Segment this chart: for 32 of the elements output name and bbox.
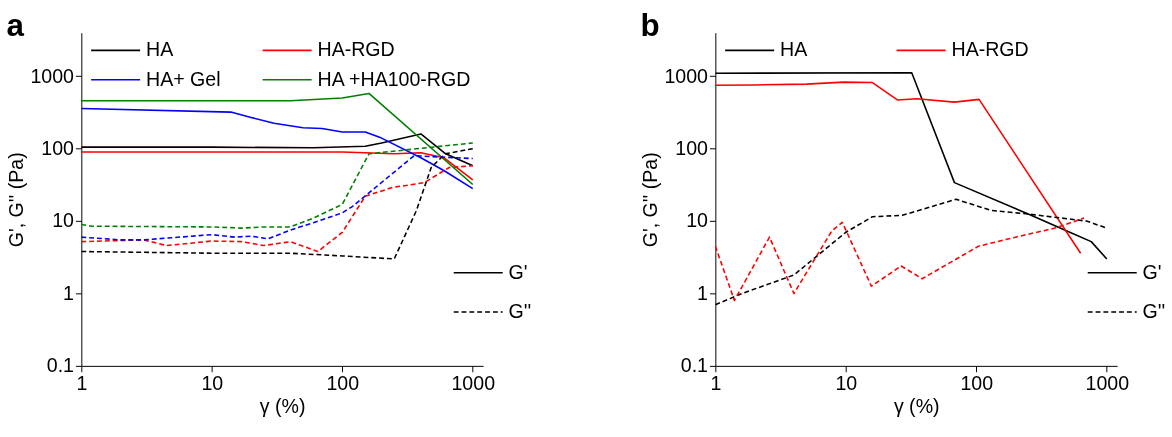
legend-label: HA <box>780 38 809 61</box>
x-tick-label: 100 <box>960 371 994 394</box>
y-tick-label: 100 <box>675 137 709 160</box>
x-tick-label: 1000 <box>1085 371 1130 394</box>
chart-title: a <box>6 7 25 43</box>
y-tick-label: 10 <box>52 209 75 232</box>
legend-label: HA-RGD <box>951 38 1029 61</box>
x-axis-title: γ (%) <box>893 395 940 418</box>
y-tick-label: 1 <box>697 281 708 304</box>
legend-label: HA+ Gel <box>146 67 221 90</box>
y-tick-label: 1000 <box>664 64 709 87</box>
x-tick-label: 1000 <box>451 371 496 394</box>
y-tick-label: 1 <box>63 281 74 304</box>
x-tick-label: 10 <box>835 371 858 394</box>
y-tick-label: 100 <box>41 137 75 160</box>
text: G' <box>1142 260 1162 283</box>
y-tick-label: 0.1 <box>680 354 708 377</box>
legend-label: HA +HA100-RGD <box>317 67 471 90</box>
text: G' <box>508 260 528 283</box>
chart-title: b <box>640 7 660 43</box>
text: G'' <box>508 299 532 322</box>
x-tick-label: 10 <box>201 371 224 394</box>
x-tick-label: 100 <box>326 371 360 394</box>
y-axis-title: G', G'' (Pa) <box>638 152 661 248</box>
y-axis-title: G', G'' (Pa) <box>4 152 27 248</box>
y-tick-label: 1000 <box>30 64 75 87</box>
legend-label: HA-RGD <box>317 38 395 61</box>
text: G'' <box>1142 299 1166 322</box>
x-axis-title: γ (%) <box>259 395 306 418</box>
y-tick-label: 10 <box>686 209 709 232</box>
y-tick-label: 0.1 <box>46 354 74 377</box>
legend-label: HA <box>146 38 175 61</box>
